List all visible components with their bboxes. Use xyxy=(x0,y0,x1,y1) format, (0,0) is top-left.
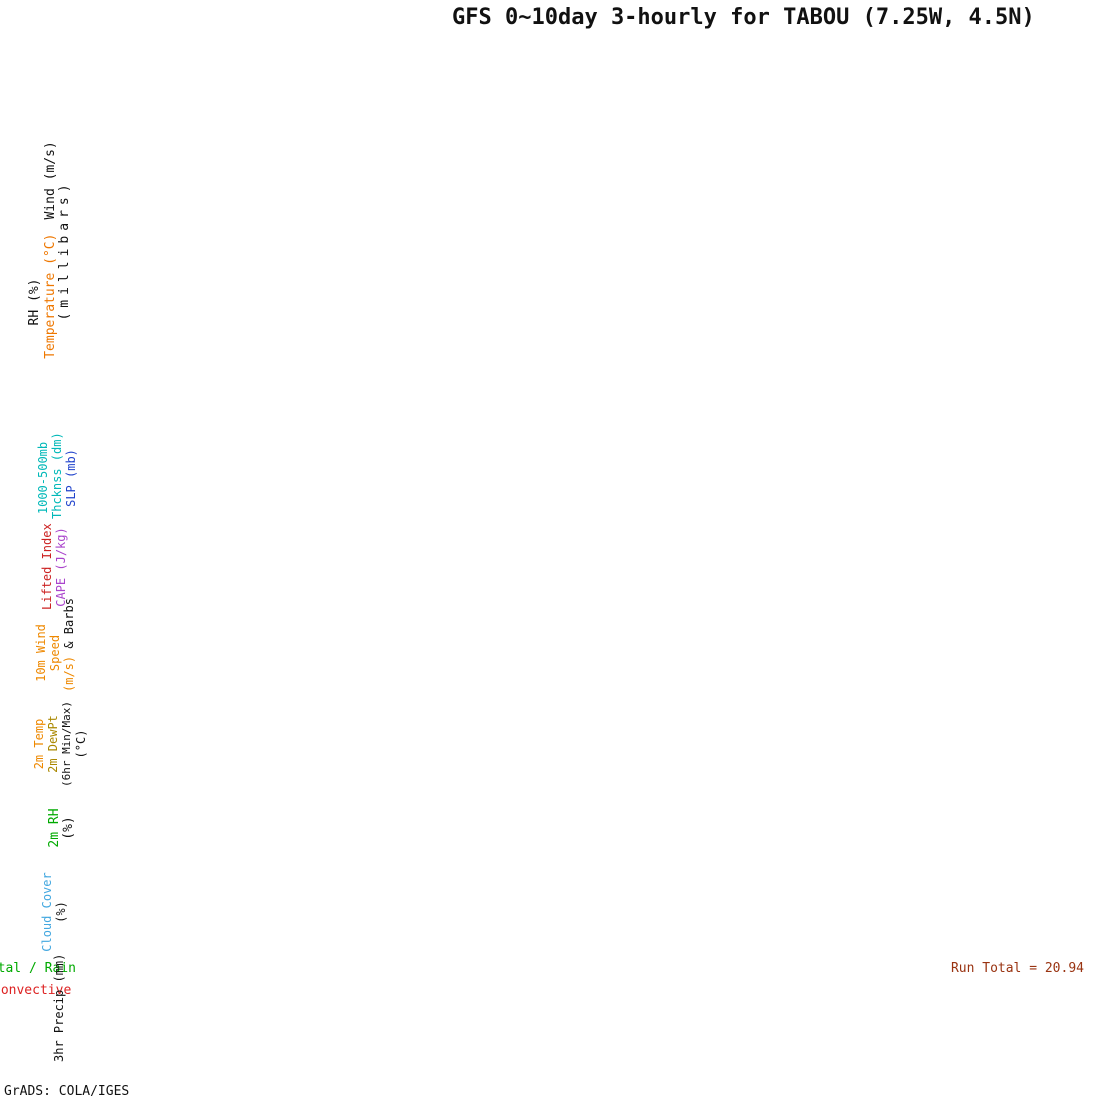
temperature-axis-label: Temperature (°C) xyxy=(43,233,58,359)
celsius-axis-label: (°C) xyxy=(74,729,88,759)
wind10m-axis-label-2: Speed xyxy=(48,634,62,672)
millibars-axis-label: (millibars) xyxy=(57,179,72,321)
rh2m-units-label: (%) xyxy=(61,816,76,840)
page-title: GFS 0~10day 3-hourly for TABOU (7.25W, 4… xyxy=(452,5,1035,30)
precip-axis-title: 3hr Precip (mm) xyxy=(52,953,66,1062)
wind10m-axis-label-1: 10m Wind xyxy=(34,624,48,682)
cloud-cover-units-label: (%) xyxy=(54,901,68,923)
run-total-label: Run Total = 20.94 xyxy=(950,961,1084,976)
rh2m-axis-title: 2m RH (%) xyxy=(47,790,76,866)
rh-legend-label: RH (%) xyxy=(27,278,42,326)
grads-credit: GrADS: COLA/IGES xyxy=(4,1084,130,1099)
wind-axis-label: Wind (m/s) xyxy=(43,141,58,220)
slp-thickness-axis-title: 1000-500mb Thcknss (dm) SLP (mb) xyxy=(36,432,78,519)
temp-dewpt-axis-title: 2m Temp 2m DewPt (6hr Min/Max) (°C) xyxy=(32,700,88,788)
rh2m-axis-label: 2m RH xyxy=(47,808,62,848)
upper-air-axis-title: Temperature (°C) Wind (m/s) (millibars) xyxy=(43,70,72,430)
total-rain-legend: Total / Rain xyxy=(0,961,76,976)
convective-legend: Convective xyxy=(0,983,72,998)
thickness-axis-label-2: Thcknss (dm) xyxy=(50,432,64,519)
wind10m-units-label: (m/s) xyxy=(62,655,76,692)
temp2m-axis-label: 2m Temp xyxy=(32,718,46,770)
barbs-label: & Barbs xyxy=(62,598,76,656)
cloud-cover-axis-label: Cloud Cover xyxy=(40,872,54,952)
wind10m-axis-title: 10m Wind Speed (m/s) & Barbs xyxy=(34,598,76,692)
thickness-axis-label-1: 1000-500mb xyxy=(36,441,50,515)
slp-axis-label: SLP (mb) xyxy=(64,449,78,507)
dewpt2m-axis-label: 2m DewPt xyxy=(46,715,60,773)
minmax-axis-label: (6hr Min/Max) xyxy=(60,700,73,788)
lifted-index-axis-label: Lifted Index xyxy=(40,523,54,610)
cloud-cover-axis-title: Cloud Cover (%) xyxy=(40,868,68,956)
